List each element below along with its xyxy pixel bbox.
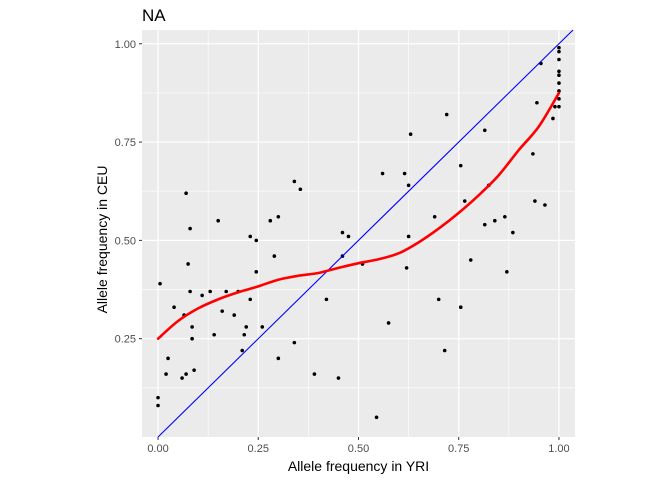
data-point [186, 262, 190, 266]
data-point [272, 254, 277, 258]
data-point [436, 297, 441, 302]
data-point [557, 81, 561, 85]
data-point [557, 45, 561, 50]
data-point [340, 230, 345, 235]
data-point [444, 112, 449, 117]
data-point [158, 281, 162, 286]
data-point [543, 203, 547, 207]
data-point [292, 179, 297, 184]
data-point [458, 305, 463, 310]
data-point [346, 234, 351, 239]
x-axis-label: Allele frequency in YRI [288, 458, 429, 474]
data-point [404, 266, 409, 270]
data-point [188, 226, 192, 231]
data-point [557, 89, 561, 93]
data-point [254, 270, 259, 274]
x-tick-label: 1.00 [548, 443, 569, 455]
data-point [551, 116, 555, 121]
data-point [553, 104, 557, 109]
data-point [406, 183, 411, 188]
data-point [276, 214, 281, 219]
data-point [402, 171, 407, 176]
data-point [298, 187, 303, 192]
data-point [557, 69, 561, 74]
y-axis-label: Allele frequency in CEU [94, 166, 110, 314]
data-point [208, 289, 212, 294]
data-point [190, 325, 194, 329]
data-point [557, 57, 561, 62]
identity-line [157, 29, 574, 438]
data-point [242, 332, 247, 337]
data-point [156, 403, 160, 408]
data-point [248, 297, 253, 302]
data-point [216, 218, 220, 223]
x-axis: 0.00 0.25 0.50 0.75 1.00 [147, 437, 570, 455]
x-tick-label: 0.25 [248, 443, 269, 455]
data-point [276, 356, 281, 361]
data-point [511, 230, 515, 235]
fit-lines [156, 29, 574, 438]
data-point [557, 97, 561, 101]
data-point [166, 356, 170, 361]
y-tick-label: 0.50 [115, 235, 136, 247]
data-point [244, 325, 249, 329]
data-point [324, 297, 329, 302]
y-tick-label: 0.25 [115, 334, 136, 346]
data-point [557, 104, 561, 109]
data-point [312, 372, 317, 376]
data-point [336, 376, 341, 380]
data-point [482, 128, 487, 133]
x-tick-label: 0.00 [147, 443, 168, 455]
data-point [232, 313, 237, 317]
data-point [408, 132, 413, 137]
data-point [224, 289, 228, 294]
data-point [212, 332, 216, 337]
data-point [192, 368, 196, 372]
data-point [164, 372, 168, 376]
data-point [184, 191, 188, 195]
data-point [406, 234, 411, 239]
data-point [180, 376, 184, 380]
data-point [172, 305, 176, 310]
data-point [386, 321, 391, 325]
data-point [458, 163, 463, 168]
data-point [292, 340, 297, 345]
data-point [462, 199, 467, 203]
data-point [248, 234, 253, 239]
data-point [557, 73, 561, 78]
data-points [156, 45, 561, 420]
data-point [493, 218, 497, 223]
data-point [374, 415, 379, 420]
data-point [505, 270, 509, 274]
data-point [200, 293, 204, 298]
data-point [156, 395, 160, 400]
y-tick-label: 1.00 [115, 39, 136, 51]
data-point [240, 348, 245, 353]
data-point [557, 49, 561, 54]
data-point [190, 336, 194, 341]
data-point [442, 348, 447, 353]
data-point [184, 372, 188, 376]
data-point [254, 238, 259, 243]
data-point [531, 152, 535, 156]
chart-title: NA [142, 6, 166, 25]
x-tick-label: 0.50 [348, 443, 369, 455]
y-axis: 0.25 0.50 0.75 1.00 [115, 39, 142, 346]
data-point [503, 214, 507, 219]
data-point [268, 218, 273, 223]
data-point [188, 289, 192, 294]
data-point [468, 258, 473, 262]
data-point [380, 171, 385, 176]
data-point [220, 309, 224, 313]
y-tick-label: 0.75 [115, 137, 136, 149]
data-point [482, 222, 487, 227]
x-tick-label: 0.75 [448, 443, 469, 455]
data-point [535, 100, 539, 105]
data-point [533, 199, 537, 203]
smooth-fit-curve [156, 91, 561, 340]
data-point [260, 325, 265, 329]
data-point [432, 214, 437, 219]
